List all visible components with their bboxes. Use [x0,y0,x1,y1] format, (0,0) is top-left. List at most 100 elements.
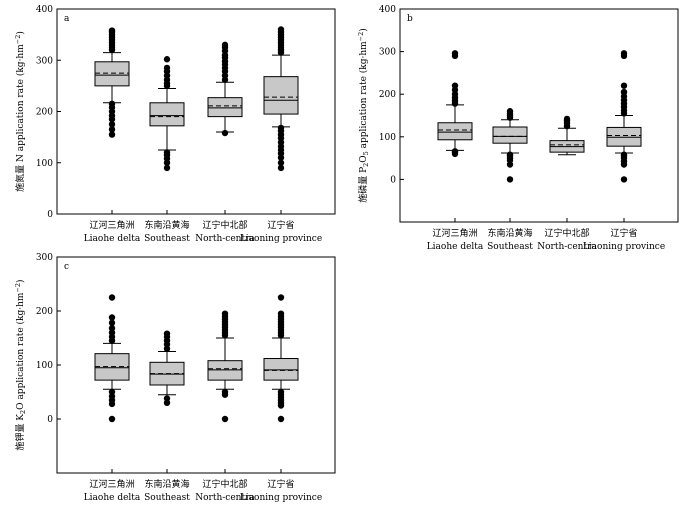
y-axis-label-part: 2 [362,163,370,167]
y-axis-label: 施氮量 N application rate (kg·hm−2) [14,31,26,192]
outlier-point [163,64,171,72]
outlier-point [108,131,116,138]
y-axis-label-part: 5 [362,151,370,155]
outlier-point [163,330,171,337]
y-tick-label: 200 [379,90,396,100]
plot-frame [399,8,679,223]
outlier-point [108,27,116,34]
y-tick-label: 0 [47,415,53,425]
y-axis-label-part: ) [15,31,26,35]
y-axis-label-part: −2 [357,32,365,42]
box-4 [606,50,642,183]
box-4 [263,26,299,172]
category-label-cn: 辽河三角洲 [89,478,134,490]
outlier-point [221,415,229,423]
outlier-point [108,294,116,301]
box-2 [149,56,185,172]
box-iqr [94,61,130,87]
y-axis-label-part: N application rate (kg·hm [15,44,26,162]
category-label-en: Southeast [144,234,190,244]
category-label-cn: 辽宁省 [610,227,637,239]
outlier-point [108,121,116,128]
box-1 [94,27,130,138]
box-3 [207,41,243,137]
category-label-cn: 东南沿黄海 [487,227,532,239]
category-label-en: North-centra [195,493,255,503]
y-tick-label: 300 [379,48,396,58]
box-1 [437,50,473,158]
box-1 [94,294,130,423]
box-3 [207,310,243,423]
y-axis-label-part: P [359,167,369,173]
category-label-en: Liaohe delta [427,242,484,252]
y-tick-label: 400 [36,5,53,15]
box-iqr [207,97,243,118]
outlier-point [108,415,116,423]
category-label-cn: 辽河三角洲 [432,227,477,239]
outlier-point [451,148,459,155]
category-label-cn: 辽宁省 [267,478,294,490]
box-2 [149,330,185,406]
box-iqr [263,76,299,115]
box-3 [549,115,585,156]
y-axis-label: 施磷量 P2O5 application rate (kg·hm−2) [357,28,370,203]
box-iqr [437,122,473,141]
outlier-point [221,310,229,317]
category-label-en: Southeast [487,242,533,252]
category-label-en: Liaohe delta [84,234,141,244]
y-tick-label: 100 [36,361,53,371]
y-tick-label: 0 [390,175,396,185]
box-iqr [207,360,243,381]
panel-label: b [407,14,413,24]
y-axis-label-part: −2 [14,283,22,293]
category-label-en: Liaoning province [240,234,322,244]
outlier-point [108,314,116,321]
outlier-point [277,294,285,301]
y-tick-label: 200 [36,307,53,317]
y-axis-label-part: ) [358,28,369,32]
category-label-cn: 辽宁中北部 [544,227,589,239]
category-label-cn: 东南沿黄海 [144,478,189,490]
category-label-en: Liaoning province [240,493,322,503]
category-label-cn: 东南沿黄海 [144,219,189,231]
y-axis-label-part: O [16,402,26,409]
category-label-cn: 辽宁省 [267,219,294,231]
outlier-point [108,388,116,396]
outlier-point [506,108,514,115]
category-label-en: Liaoning province [583,242,665,252]
category-label-cn: 辽宁中北部 [202,219,247,231]
box-2 [492,108,528,183]
outlier-point [506,151,514,158]
outlier-point [620,50,628,57]
outlier-point [108,126,116,133]
outlier-point [277,310,285,317]
box-iqr [149,102,185,127]
outlier-point [451,50,459,57]
outlier-point [563,115,571,123]
box-4 [263,294,299,423]
outlier-point [277,388,285,396]
category-label-en: North-centra [195,234,255,244]
category-label-en: Liaohe delta [84,493,141,503]
outlier-point [163,395,171,402]
category-label-cn: 辽河三角洲 [89,219,134,231]
outlier-point [277,164,285,172]
outlier-point [163,56,171,63]
outlier-point [277,415,285,423]
outlier-point [277,26,285,33]
y-axis-label-part: 施钾量 [14,421,26,451]
y-tick-label: 0 [47,210,53,220]
y-axis-label: 施钾量 K2O application rate (kg·hm−2) [14,279,27,450]
outlier-point [277,124,285,132]
outlier-point [221,388,229,396]
y-tick-label: 100 [379,133,396,143]
outlier-point [108,325,116,332]
outlier-point [108,319,116,327]
y-axis-label-part: 施氮量 [14,162,26,192]
y-axis-label-part: application rate (kg·hm [15,292,26,402]
outlier-point [506,176,514,183]
y-axis-label-part: 施磷量 [357,173,369,203]
